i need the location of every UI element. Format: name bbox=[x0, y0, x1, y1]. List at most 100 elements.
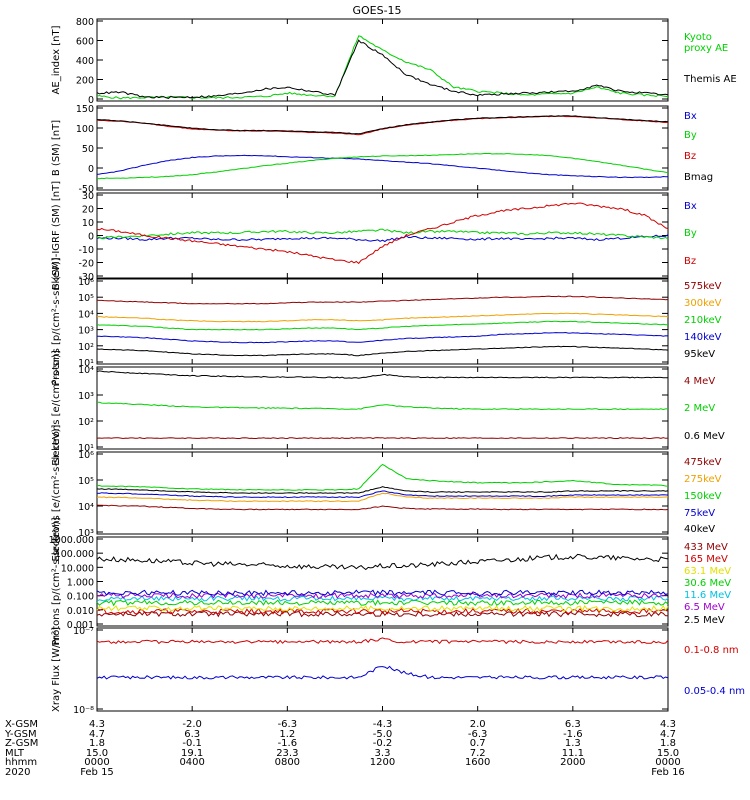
series-line-themis-ae bbox=[96, 39, 669, 99]
y-tick-label: 0 bbox=[88, 232, 94, 243]
y-tick-label: 10⁻⁷ bbox=[73, 626, 94, 637]
y-tick-label: 0 bbox=[88, 164, 94, 175]
panel-6: Protons [p/(cm²-s-sr-keV)]1000.000 100.00… bbox=[49, 517, 732, 645]
y-axis-label: Electrons [e/(cm²-s-sr-keV)] bbox=[51, 424, 62, 561]
legend-entry: 0.1-0.8 nm bbox=[684, 645, 739, 656]
series-line-475kev bbox=[96, 504, 669, 511]
panel-4: Electrons [e/(cm²-s-sr)] 10⁴ 10³ 10² 10¹ 4 Me… bbox=[51, 350, 725, 466]
y-tick-label: 10¹ bbox=[78, 443, 94, 454]
y-axis-label: B (SM)-IGRF (SM) [nT] bbox=[51, 181, 62, 290]
y-tick-label: 10² bbox=[78, 342, 94, 353]
axis-row-value: 2.0 bbox=[470, 719, 486, 730]
y-tick-label: 10⁶ bbox=[78, 277, 94, 288]
y-tick-label: -50 bbox=[78, 184, 94, 195]
y-tick-label: 10⁵ bbox=[78, 293, 94, 304]
y-tick-label: 200 bbox=[76, 76, 94, 87]
legend-entry: Bz bbox=[684, 151, 696, 162]
y-tick-label: 10¹ bbox=[78, 358, 94, 369]
series-line-433-mev bbox=[96, 610, 668, 618]
series-line-2-mev bbox=[96, 401, 669, 411]
y-tick-label: 10⁵ bbox=[78, 476, 94, 487]
legend-entry: 140keV bbox=[684, 332, 722, 343]
axis-row-value: 1.3 bbox=[565, 738, 581, 749]
y-tick-label: 0.001 bbox=[67, 620, 94, 631]
series-line-63.1-mev bbox=[96, 604, 669, 612]
axis-row-value: 1200 bbox=[370, 757, 395, 768]
legend-entry: 0.6 MeV bbox=[684, 431, 725, 442]
axis-row-value: 6.3 bbox=[565, 719, 581, 730]
y-tick-label: 100 bbox=[76, 124, 94, 135]
y-tick-label: 10⁻⁸ bbox=[73, 705, 94, 716]
axis-row-value: 0000 bbox=[655, 757, 680, 768]
y-tick-label: 10³ bbox=[78, 528, 94, 539]
axis-row-value: -1.6 bbox=[278, 738, 298, 749]
axis-row-value: 6.3 bbox=[184, 729, 200, 740]
y-tick-label: 0.100 bbox=[67, 592, 94, 603]
y-axis-label: AE_index [nT] bbox=[51, 25, 62, 94]
y-tick-label: 10³ bbox=[78, 391, 94, 402]
axis-row-value: -6.3 bbox=[468, 729, 488, 740]
axis-row-value: 0.7 bbox=[470, 738, 486, 749]
series-line-kyoto-proxy-ae bbox=[96, 35, 669, 100]
panel-frame bbox=[96, 366, 669, 450]
legend-entry: 433 MeV bbox=[684, 542, 728, 553]
axis-row-value: 4.7 bbox=[660, 729, 676, 740]
axis-row-value: 1.8 bbox=[660, 738, 676, 749]
panel-3: Protons [p/(cm²-s-sr-keV)] 10⁶ 10⁵ 10⁴ 10³ 10… bbox=[51, 257, 722, 385]
y-tick-label: -30 bbox=[78, 272, 94, 283]
y-axis-label: Electrons [e/(cm²-s-sr)] bbox=[51, 350, 62, 466]
panel-frame bbox=[96, 18, 669, 102]
y-axis-label: Xray Flux [W/m²] bbox=[51, 627, 62, 712]
y-tick-label: 100.000 bbox=[55, 549, 94, 560]
series-line-150kev bbox=[96, 463, 669, 491]
series-line-bx bbox=[96, 234, 669, 243]
legend-entry: 4 MeV bbox=[684, 376, 715, 387]
legend-entry: 150keV bbox=[684, 491, 722, 502]
axis-row-value: -2.0 bbox=[182, 719, 202, 730]
axis-row-value: 23.3 bbox=[276, 748, 298, 759]
y-tick-label: 10.000 bbox=[61, 563, 94, 574]
series-line-black bbox=[96, 553, 669, 571]
axis-row-value: -4.3 bbox=[373, 719, 393, 730]
axis-row-value: -0.1 bbox=[182, 738, 202, 749]
legend-entry: 95keV bbox=[684, 349, 715, 360]
series-line-by bbox=[96, 152, 669, 180]
axis-row-value: 15.0 bbox=[657, 748, 679, 759]
series-line-by bbox=[96, 228, 669, 240]
y-tick-label: 10⁶ bbox=[78, 450, 94, 461]
series-line-4-mev bbox=[96, 437, 669, 440]
axis-row-value: -6.3 bbox=[278, 719, 298, 730]
y-tick-label: 150 bbox=[76, 104, 94, 115]
legend-entry: 300keV bbox=[684, 298, 722, 309]
axis-row-value: 7.2 bbox=[470, 748, 486, 759]
y-axis-label: Protons [p/(cm²-s-sr-keV)] bbox=[51, 517, 62, 645]
series-line-11.6-mev bbox=[96, 595, 669, 602]
axis-row-value: -0.2 bbox=[373, 738, 393, 749]
series-line-bx bbox=[96, 154, 668, 179]
y-tick-label: -10 bbox=[78, 245, 94, 256]
axis-row-value: 4.7 bbox=[89, 729, 105, 740]
y-tick-label: 0.010 bbox=[67, 606, 94, 617]
y-tick-label: 10⁴ bbox=[78, 365, 94, 376]
axis-row-label: 2020 bbox=[5, 767, 30, 778]
legend-entry: 165 MeV bbox=[684, 554, 728, 565]
axis-row-value: Feb 16 bbox=[651, 767, 685, 778]
legend-entry: proxy AE bbox=[684, 43, 728, 54]
axis-row-label: X-GSM bbox=[5, 719, 38, 730]
y-tick-label: 1.000 bbox=[67, 578, 94, 589]
panel-1: B (SM) [nT] 150 100 50 0 -50 Bx By Bz Bmag bbox=[51, 104, 713, 195]
axis-row-value: Feb 15 bbox=[80, 767, 114, 778]
series-line-30.6-mev bbox=[96, 599, 669, 607]
series-line-300kev bbox=[96, 312, 669, 323]
panel-frame bbox=[96, 192, 669, 279]
axis-row-value: 1600 bbox=[465, 757, 490, 768]
legend-entry: 575keV bbox=[684, 281, 722, 292]
legend-entry: 40keV bbox=[684, 524, 715, 535]
legend-entry: 11.6 MeV bbox=[684, 590, 731, 601]
series-line-bz bbox=[96, 202, 669, 265]
legend-entry: Kyoto bbox=[684, 32, 712, 43]
series-line-40kev bbox=[96, 486, 669, 494]
y-tick-label: 50 bbox=[82, 144, 94, 155]
